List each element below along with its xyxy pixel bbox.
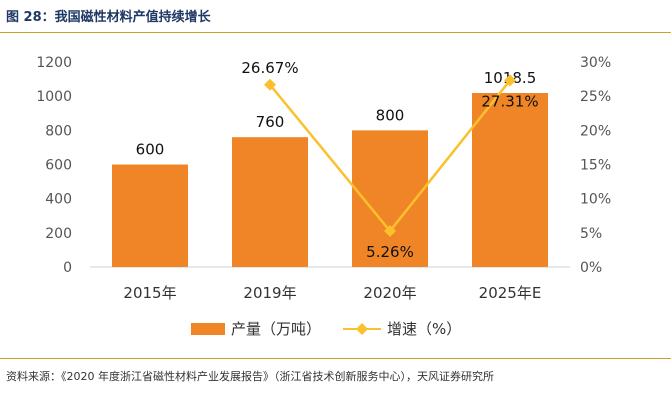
left-axis-tick-label: 1200 (36, 55, 72, 71)
category-axis: 2015年 2019年 2020年 2025年E (123, 284, 541, 302)
right-axis: 0% 5% 10% 15% 20% 25% 30% (580, 55, 611, 276)
growth-point (504, 74, 516, 87)
category-label: 2019年 (243, 284, 296, 302)
left-axis-tick-label: 200 (45, 226, 72, 242)
category-label: 2020年 (363, 284, 416, 302)
bar-value-label: 800 (376, 106, 405, 124)
bar-value-label: 760 (256, 113, 285, 131)
title-divider (0, 32, 671, 33)
left-axis-tick-label: 0 (63, 260, 72, 276)
right-axis-tick-label: 25% (580, 89, 611, 105)
growth-value-label: 5.26% (366, 243, 414, 261)
source-note: 资料来源：《2020 年度浙江省磁性材料产业发展报告》（浙江省技术创新服务中心）… (6, 370, 494, 383)
line-series: 26.67% 5.26% 27.31% (241, 59, 538, 261)
left-axis-tick-label: 600 (45, 158, 72, 174)
legend-line-label: 增速（%） (387, 320, 461, 338)
growth-value-label: 27.31% (481, 92, 538, 110)
legend-line-marker (356, 323, 368, 335)
left-axis-tick-label: 400 (45, 192, 72, 208)
right-axis-tick-label: 10% (580, 192, 611, 208)
bar (112, 164, 188, 267)
bar (232, 137, 308, 267)
right-axis-tick-label: 5% (580, 226, 602, 242)
figure-title: 图 28：我国磁性材料产值持续增长 (6, 10, 211, 25)
category-label: 2025年E (479, 284, 542, 302)
legend: 产量（万吨） 增速（%） (191, 320, 461, 338)
growth-point (264, 78, 276, 91)
left-axis-tick-label: 1000 (36, 89, 72, 105)
bar-value-label: 600 (136, 141, 165, 159)
right-axis-tick-label: 20% (580, 123, 611, 139)
chart: 0 200 400 600 800 1000 1200 0% 5% 10% 15% 20% 25% 30… (36, 55, 611, 338)
growth-value-label: 26.67% (241, 59, 298, 77)
bar (472, 93, 548, 267)
category-label: 2015年 (123, 284, 176, 302)
right-axis-tick-label: 15% (580, 158, 611, 174)
left-axis: 0 200 400 600 800 1000 1200 (36, 55, 72, 276)
growth-point (384, 225, 396, 238)
right-axis-tick-label: 0% (580, 260, 602, 276)
source-divider (0, 358, 671, 359)
right-axis-tick-label: 30% (580, 55, 611, 71)
left-axis-tick-label: 800 (45, 123, 72, 139)
legend-bar-swatch (191, 323, 225, 335)
legend-bar-label: 产量（万吨） (231, 320, 321, 338)
